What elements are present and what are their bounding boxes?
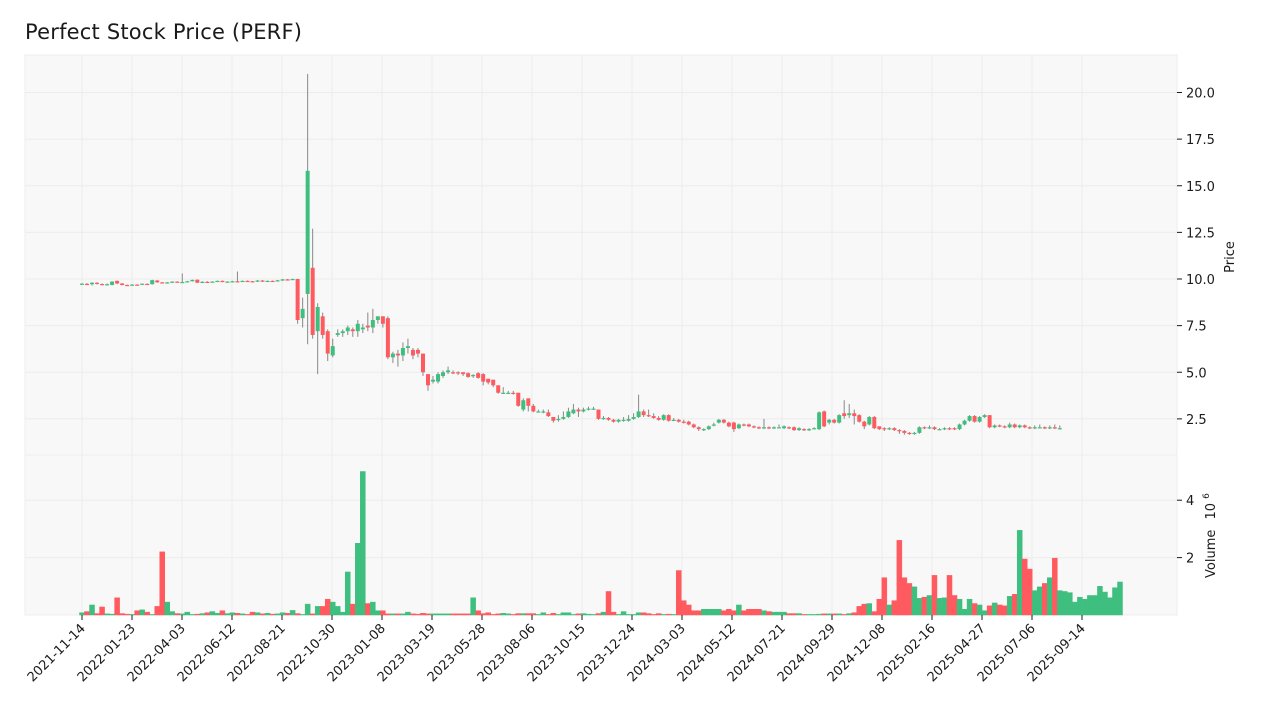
price-tick-label: 15.0 [1186,180,1215,195]
price-axis-label: Price [1223,241,1238,273]
volume-axis-label: Volume 10 6 [1202,493,1219,578]
price-tick-label: 7.5 [1186,320,1207,335]
price-panel [24,54,1178,456]
x-axis: 2021-11-142022-01-232022-04-032022-06-12… [25,615,1089,685]
volume-exponent-base: 10 [1204,503,1219,520]
volume-axis: 24 [1177,494,1194,567]
volume-exponent: 6 [1202,493,1212,499]
price-tick-label: 20.0 [1186,87,1215,102]
price-tick-label: 12.5 [1186,226,1215,241]
volume-tick-label: 4 [1186,494,1194,509]
price-tick-label: 5.0 [1186,366,1207,381]
price-tick-label: 10.0 [1186,273,1215,288]
price-tick-label: 2.5 [1186,413,1207,428]
price-axis: 2.5 5.0 7.5 10.0 12.5 15.0 17.5 20.0 [1177,87,1215,428]
price-tick-label: 17.5 [1186,133,1215,148]
volume-tick-label: 2 [1186,552,1194,567]
chart-title: Perfect Stock Price (PERF) [25,20,303,44]
volume-panel [24,454,1178,616]
volume-label-text: Volume [1204,530,1219,578]
